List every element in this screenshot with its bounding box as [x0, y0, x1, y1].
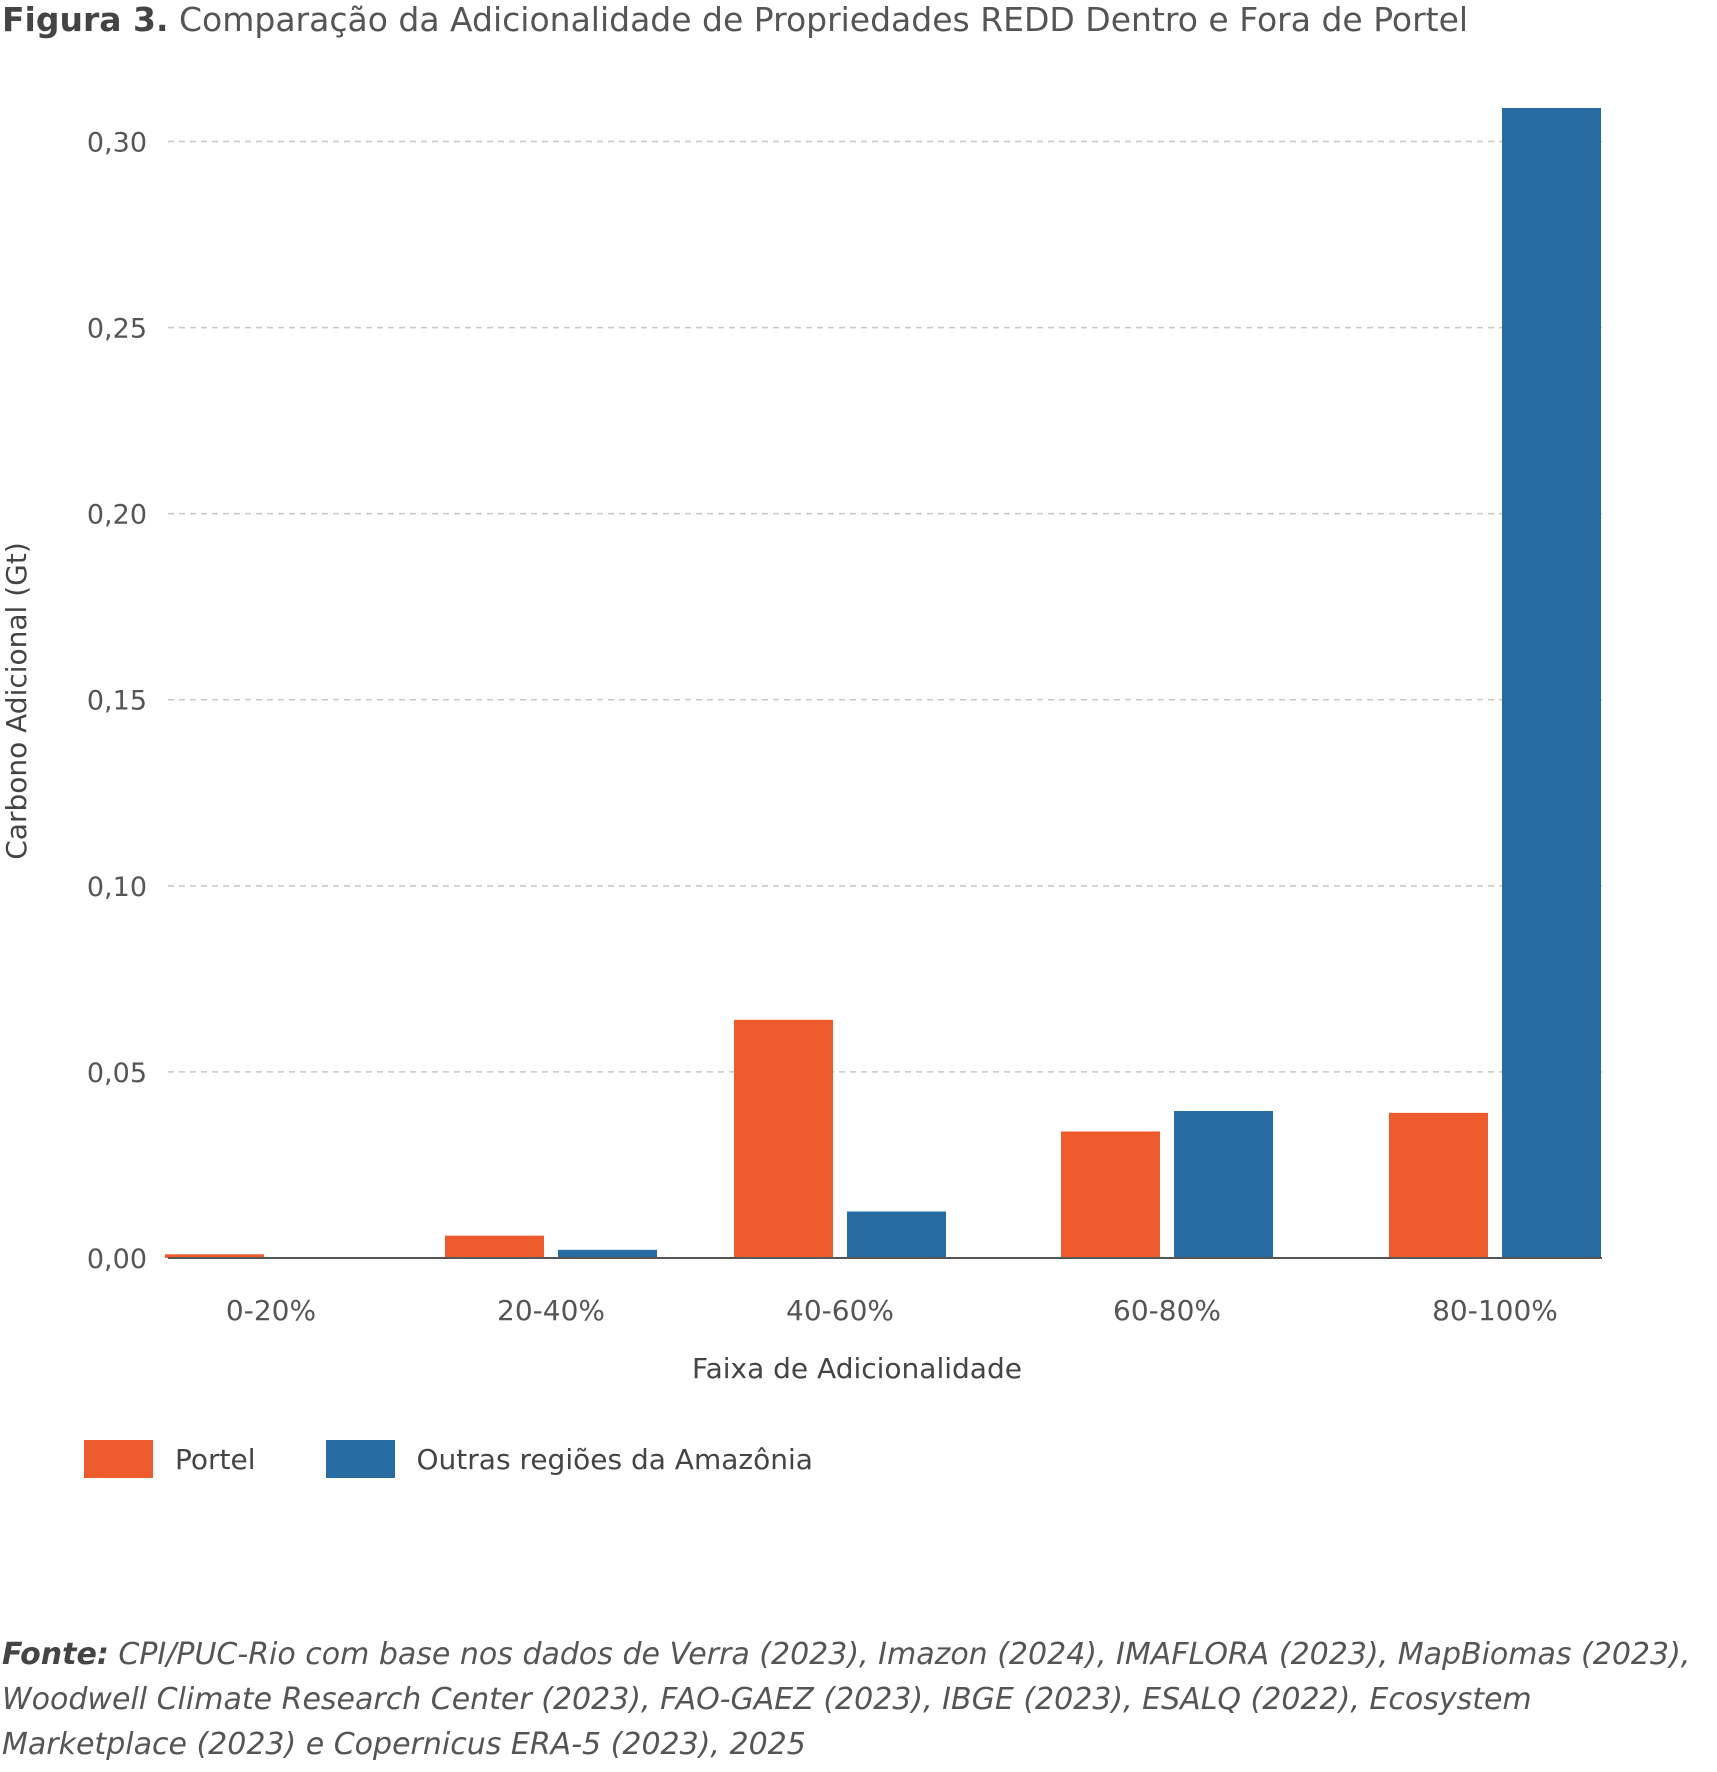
legend-swatch-portel: [84, 1440, 153, 1478]
figure-label: Figura 3.: [2, 0, 169, 39]
bar-portel-20-40%: [445, 1235, 544, 1258]
y-tick-label: 0,00: [87, 1244, 147, 1275]
bar-outras-regioes-60-80%: [1174, 1110, 1273, 1258]
x-tick-label: 60-80%: [1113, 1294, 1221, 1327]
y-axis-ticks: 0,00 0,05 0,10 0,15 0,20 0,25 0,30: [87, 127, 147, 1275]
x-tick-label: 20-40%: [497, 1294, 605, 1327]
legend-label-outras-regioes: Outras regiões da Amazônia: [416, 1442, 813, 1476]
y-tick-label: 0,25: [87, 314, 147, 345]
bar-portel-0-20%: [165, 1254, 264, 1258]
y-tick-label: 0,05: [87, 1058, 147, 1089]
legend-item-outras-regioes: Outras regiões da Amazônia: [325, 1440, 813, 1478]
figure-title: Figura 3. Comparação da Adicionalidade d…: [2, 0, 1468, 40]
y-tick-label: 0,15: [87, 686, 147, 717]
y-axis-title: Carbono Adicional (Gt): [0, 542, 33, 860]
x-axis-title: Faixa de Adicionalidade: [692, 1352, 1022, 1385]
gridlines: [168, 140, 1602, 1073]
bar-outras-regioes-20-40%: [558, 1249, 657, 1258]
legend: Portel Outras regiões da Amazônia: [84, 1440, 883, 1478]
x-tick-label: 40-60%: [786, 1294, 894, 1327]
bar-outras-regioes-40-60%: [847, 1211, 946, 1258]
source-text: CPI/PUC-Rio com base nos dados de Verra …: [2, 1637, 1691, 1762]
x-axis-ticks: 0-20% 20-40% 40-60% 60-80% 80-100%: [226, 1294, 1558, 1327]
legend-item-portel: Portel: [84, 1440, 256, 1478]
y-tick-label: 0,30: [87, 127, 147, 158]
source-note: Fonte: CPI/PUC-Rio com base nos dados de…: [2, 1632, 1712, 1767]
x-tick-label: 0-20%: [226, 1294, 316, 1327]
bar-portel-60-80%: [1061, 1131, 1160, 1258]
source-label: Fonte:: [2, 1637, 109, 1672]
bars: [165, 108, 1601, 1258]
legend-swatch-outras-regioes: [325, 1440, 395, 1478]
y-tick-label: 0,20: [87, 500, 147, 531]
bar-outras-regioes-80-100%: [1502, 108, 1601, 1258]
x-tick-label: 80-100%: [1432, 1294, 1558, 1327]
bar-portel-40-60%: [734, 1019, 833, 1258]
legend-label-portel: Portel: [175, 1442, 256, 1476]
bar-portel-80-100%: [1389, 1112, 1488, 1258]
y-tick-label: 0,10: [87, 872, 147, 903]
bar-chart: 0,00 0,05 0,10 0,15 0,20 0,25 0,30 0-20% 20-40%…: [0, 108, 1602, 1385]
figure-title-text: Comparação da Adicionalidade de Propried…: [179, 0, 1469, 39]
